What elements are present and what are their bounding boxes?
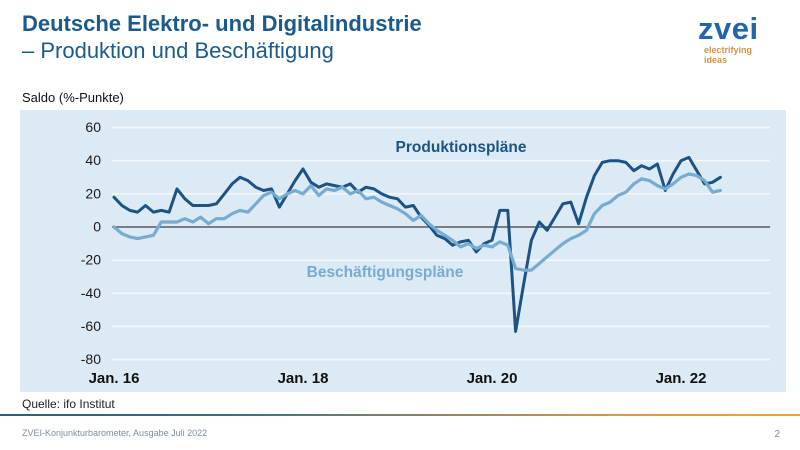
y-tick-label: -80: [81, 351, 101, 367]
footer-caption: ZVEI-Konjunkturbarometer, Ausgabe Juli 2…: [22, 428, 208, 438]
logo-tagline-line1: electrifying: [704, 45, 753, 55]
page-number: 2: [774, 429, 780, 440]
trend-line-chart: 60 40 20 0 -20 -40 -60 -80 Jan. 16 Jan. 18 Jan. 20…: [20, 110, 786, 392]
x-tick-label: Jan. 20: [467, 370, 518, 387]
y-tick-label: 60: [85, 119, 101, 135]
x-tick-label: Jan. 16: [89, 370, 140, 387]
y-tick-label: 20: [85, 185, 101, 201]
series-line-beschaeftigungsplaene: [112, 172, 723, 272]
series-label-beschaeftigungsplaene: Beschäftigungspläne: [307, 264, 464, 281]
y-tick-label: -20: [81, 252, 101, 268]
series-label-produktionsplaene: Produktionspläne: [396, 139, 527, 156]
y-tick-label: -60: [81, 318, 101, 334]
page-subtitle: – Produktion und Beschäftigung: [22, 38, 334, 63]
footer-divider: [0, 414, 800, 416]
source-note: Quelle: ifo Institut: [22, 397, 115, 411]
page-title: Deutsche Elektro- und Digitalindustrie: [22, 11, 422, 36]
logo-tagline-line2: ideas: [704, 55, 728, 65]
y-tick-label: -40: [81, 285, 101, 301]
logo-tagline: electrifying ideas: [704, 45, 784, 65]
x-tick-label: Jan. 18: [278, 370, 329, 387]
y-tick-label: 0: [93, 219, 101, 235]
series-line-produktionsplaene: [112, 155, 722, 333]
logo-wordmark: zvei: [698, 11, 759, 46]
zvei-logo: zvei electrifying ideas: [698, 11, 784, 65]
x-tick-label: Jan. 22: [656, 370, 707, 387]
page-title-block: Deutsche Elektro- und Digitalindustrie –…: [22, 10, 422, 64]
y-tick-label: 40: [85, 152, 101, 168]
axis-unit-label: Saldo (%-Punkte): [22, 90, 124, 105]
